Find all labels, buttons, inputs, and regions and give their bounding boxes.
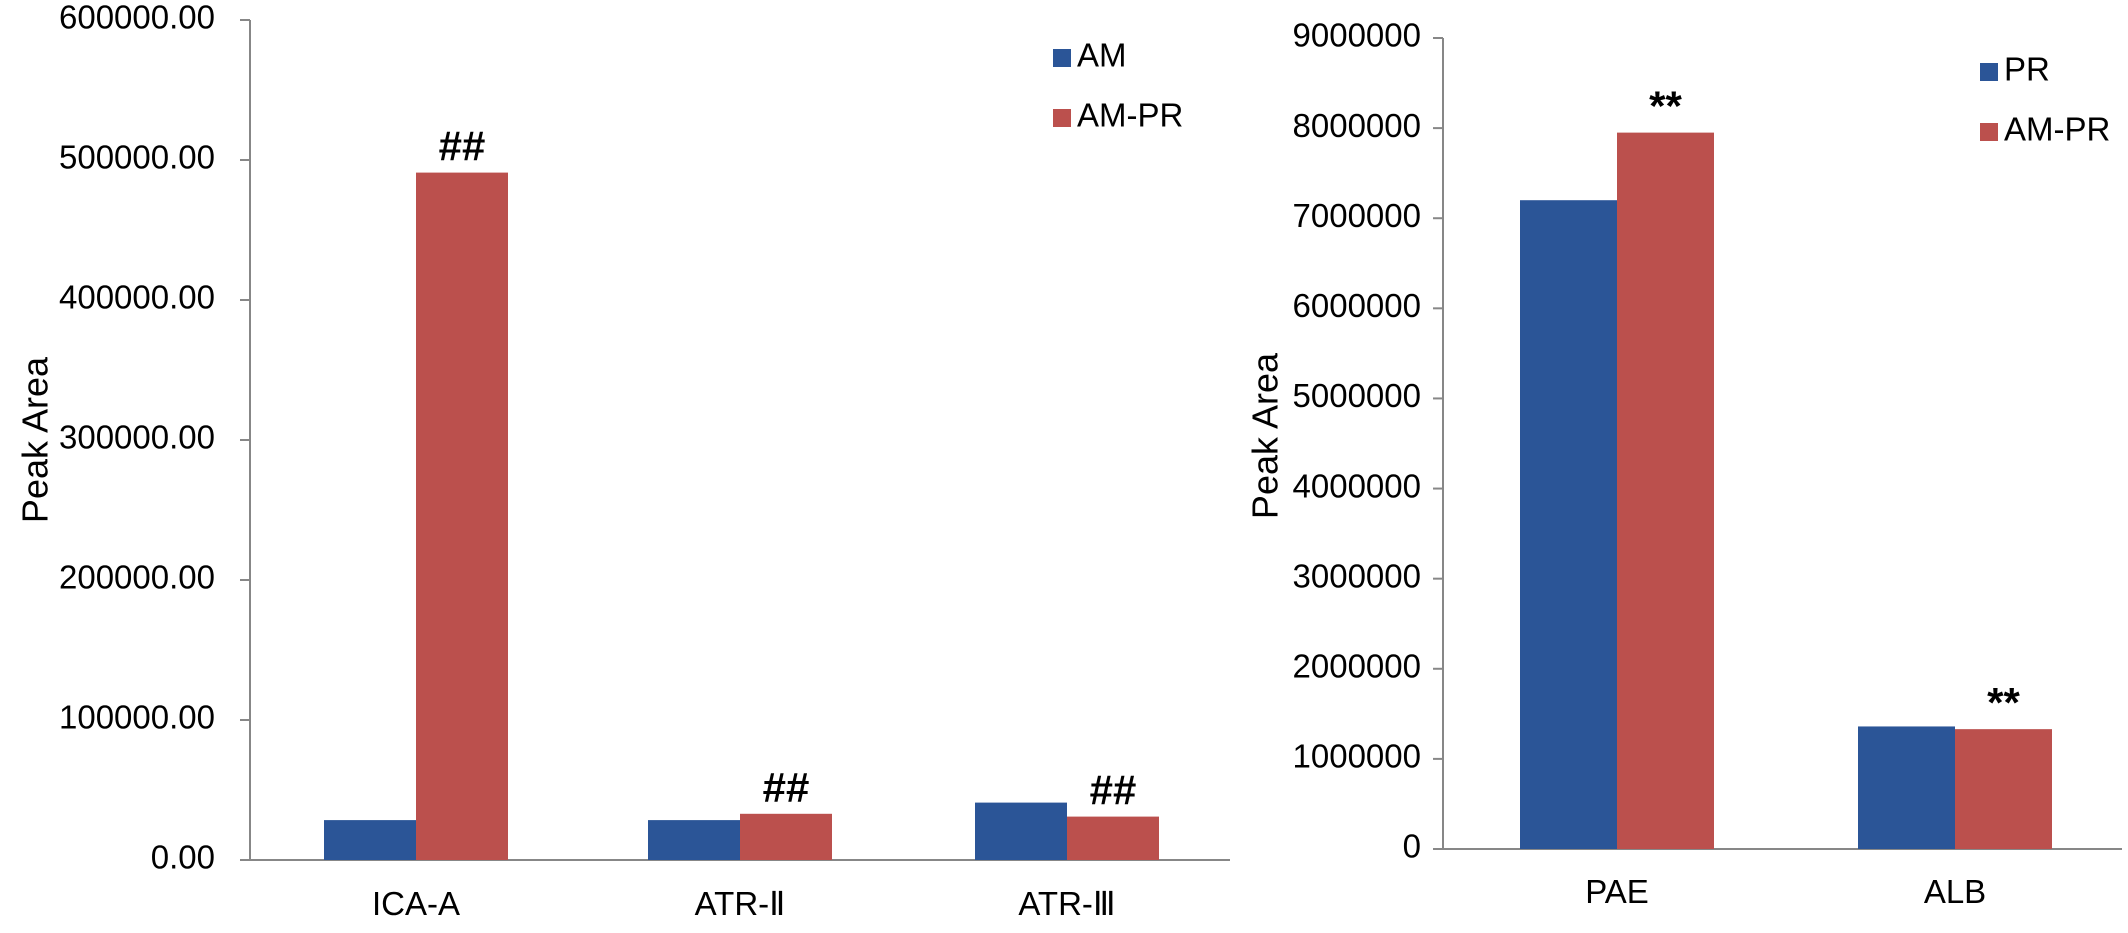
y-tick-label: 8000000 <box>1293 107 1421 144</box>
legend-label: AM-PR <box>2004 111 2110 148</box>
y-tick-label: 0 <box>1403 828 1421 865</box>
y-tick-label: 500000.00 <box>59 139 215 176</box>
legend-swatch <box>1980 123 1998 141</box>
significance-marker: ## <box>1090 767 1137 814</box>
x-tick-label: ATR-Ⅱ <box>695 885 786 922</box>
significance-marker: ## <box>439 123 486 170</box>
bar-am-2 <box>975 802 1067 860</box>
y-tick-label: 200000.00 <box>59 559 215 596</box>
y-tick-label: 5000000 <box>1293 377 1421 414</box>
y-tick-label: 300000.00 <box>59 419 215 456</box>
legend-swatch <box>1053 49 1071 67</box>
y-tick-label: 0.00 <box>151 839 215 876</box>
y-tick-label: 7000000 <box>1293 197 1421 234</box>
legend-label: AM-PR <box>1077 97 1183 134</box>
bar-am-1 <box>648 820 740 860</box>
y-tick-label: 100000.00 <box>59 699 215 736</box>
bar-pr-0 <box>1520 200 1617 849</box>
y-tick-label: 600000.00 <box>59 0 215 36</box>
bar-am-pr-0 <box>1617 132 1714 849</box>
bar-am-pr-0 <box>416 172 508 861</box>
significance-marker: ## <box>763 764 810 811</box>
bar-pr-1 <box>1858 726 1955 849</box>
bar-am-pr-1 <box>740 813 832 860</box>
y-tick-label: 3000000 <box>1293 557 1421 594</box>
legend-label: AM <box>1077 37 1127 74</box>
y-axis-title: Peak Area <box>1245 352 1286 519</box>
y-tick-label: 6000000 <box>1293 287 1421 324</box>
y-axis-title: Peak Area <box>15 356 56 523</box>
legend-swatch <box>1053 109 1071 127</box>
x-tick-label: PAE <box>1585 873 1649 910</box>
x-tick-label: ALB <box>1924 873 1986 910</box>
y-tick-label: 2000000 <box>1293 647 1421 684</box>
y-tick-label: 4000000 <box>1293 467 1421 504</box>
bar-am-pr-2 <box>1067 816 1159 860</box>
x-tick-label: ATR-Ⅲ <box>1018 885 1115 922</box>
legend-label: PR <box>2004 51 2050 88</box>
y-tick-label: 9000000 <box>1293 17 1421 54</box>
bar-am-0 <box>324 820 416 860</box>
y-tick-label: 1000000 <box>1293 738 1421 775</box>
significance-marker: ** <box>1987 679 2020 726</box>
y-tick-label: 400000.00 <box>59 279 215 316</box>
significance-marker: ** <box>1649 83 1682 130</box>
legend-swatch <box>1980 63 1998 81</box>
bar-am-pr-1 <box>1955 729 2052 849</box>
x-tick-label: ICA-A <box>372 885 460 922</box>
